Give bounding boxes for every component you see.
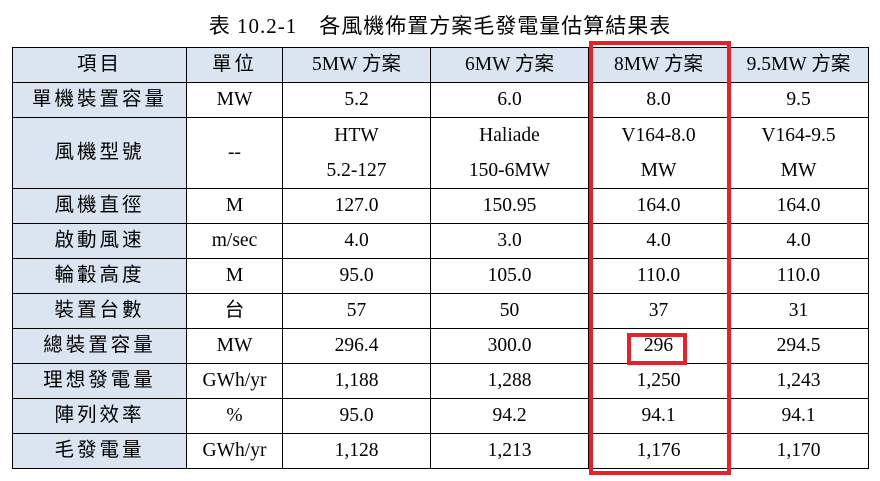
cell: 6.0 [430, 82, 589, 118]
data-table: 項目 單位 5MW 方案 6MW 方案 8MW 方案 9.5MW 方案 單機裝置容量 MW 5.… [12, 47, 869, 469]
cell: HTW 5.2-127 [282, 117, 431, 189]
cell: 1,128 [282, 433, 431, 469]
cell: 1,188 [282, 363, 431, 399]
cell: 1,243 [728, 363, 869, 399]
cell-line: MW [640, 160, 677, 181]
cell: 37 [588, 293, 729, 329]
row-label: 陣列效率 [12, 398, 187, 434]
cell: -- [186, 117, 283, 189]
cell: M [186, 188, 283, 224]
table-row: 裝置台數台 57 50 37 31 [12, 293, 869, 329]
cell: 1,170 [728, 433, 869, 469]
cell: 57 [282, 293, 431, 329]
row-label: 毛發電量 [12, 433, 187, 469]
cell: 4.0 [588, 223, 729, 259]
table-row: 風機直徑 M 127.0 150.95 164.0 164.0 [12, 188, 869, 224]
cell: 9.5 [728, 82, 869, 118]
cell: 1,250 [588, 363, 729, 399]
cell: 5.2 [282, 82, 431, 118]
cell: 95.0 [282, 258, 431, 294]
row-label: 裝置台數 [12, 293, 187, 329]
table-row: 啟動風速 m/sec 4.0 3.0 4.0 4.0 [12, 223, 869, 259]
cell: GWh/yr [186, 363, 283, 399]
cell: m/sec [186, 223, 283, 259]
row-label: 總裝置容量 [12, 328, 187, 364]
cell: 150.95 [430, 188, 589, 224]
cell: GWh/yr [186, 433, 283, 469]
cell: MW [186, 82, 283, 118]
cell: 4.0 [728, 223, 869, 259]
highlight-column [589, 41, 731, 475]
cell: V164-8.0 MW [588, 117, 729, 189]
cell: 50 [430, 293, 589, 329]
row-label: 風機型號 [12, 117, 187, 189]
cell: 1,176 [588, 433, 729, 469]
table-title: 表 10.2-1 各風機佈置方案毛發電量估算結果表 [208, 14, 672, 38]
cell: 1,213 [430, 433, 589, 469]
cell: 95.0 [282, 398, 431, 434]
cell: % [186, 398, 283, 434]
row-label: 風機直徑 [12, 188, 187, 224]
cell: 台 [186, 293, 283, 329]
header-cell: 9.5MW 方案 [728, 47, 869, 83]
cell: 110.0 [588, 258, 729, 294]
cell: 110.0 [728, 258, 869, 294]
cell: 127.0 [282, 188, 431, 224]
table-row: 風機型號 -- HTW 5.2-127 Haliade 150-6MW V164-8.0 MW… [12, 117, 869, 189]
cell: 3.0 [430, 223, 589, 259]
cell: V164-9.5 MW [728, 117, 869, 189]
table-row: 輪轂高度 M 95.0 105.0 110.0 110.0 [12, 258, 869, 294]
cell: 8.0 [588, 82, 729, 118]
row-label: 輪轂高度 [12, 258, 187, 294]
cell-line: HTW [334, 125, 379, 146]
header-cell: 6MW 方案 [430, 47, 589, 83]
table-row: 毛發電量 GWh/yr 1,128 1,213 1,176 1,170 [12, 433, 869, 469]
cell-line: 5.2-127 [326, 160, 387, 181]
cell: Haliade 150-6MW [430, 117, 589, 189]
table-row: 總裝置容量 MW 296.4 300.0 296 294.5 [12, 328, 869, 364]
row-label: 單機裝置容量 [12, 82, 187, 118]
cell: 164.0 [728, 188, 869, 224]
table-row: 陣列效率% 95.0 94.2 94.1 94.1 [12, 398, 869, 434]
header-cell: 5MW 方案 [282, 47, 431, 83]
cell-line: V164-9.5 [761, 125, 836, 146]
row-label: 理想發電量 [12, 363, 187, 399]
highlight-cell [627, 333, 687, 365]
row-label: 啟動風速 [12, 223, 187, 259]
cell: 105.0 [430, 258, 589, 294]
cell-line: 150-6MW [468, 160, 551, 181]
cell: 296.4 [282, 328, 431, 364]
header-cell: 單位 [186, 47, 283, 83]
table-body: 項目 單位 5MW 方案 6MW 方案 8MW 方案 9.5MW 方案 單機裝置容量 MW 5.… [12, 47, 869, 469]
cell: 164.0 [588, 188, 729, 224]
table-row: 單機裝置容量 MW 5.2 6.0 8.0 9.5 [12, 82, 869, 118]
header-cell: 項目 [12, 47, 187, 83]
cell-line: Haliade [479, 125, 540, 146]
header-row: 項目 單位 5MW 方案 6MW 方案 8MW 方案 9.5MW 方案 [12, 47, 869, 83]
cell: 31 [728, 293, 869, 329]
cell: 4.0 [282, 223, 431, 259]
cell-line: MW [780, 160, 817, 181]
cell: 1,288 [430, 363, 589, 399]
cell: M [186, 258, 283, 294]
cell: MW [186, 328, 283, 364]
cell: 94.1 [728, 398, 869, 434]
cell: 294.5 [728, 328, 869, 364]
cell: 94.2 [430, 398, 589, 434]
header-cell: 8MW 方案 [588, 47, 729, 83]
table-row: 理想發電量 GWh/yr 1,188 1,288 1,250 1,243 [12, 363, 869, 399]
cell-line: V164-8.0 [621, 125, 696, 146]
cell: 300.0 [430, 328, 589, 364]
